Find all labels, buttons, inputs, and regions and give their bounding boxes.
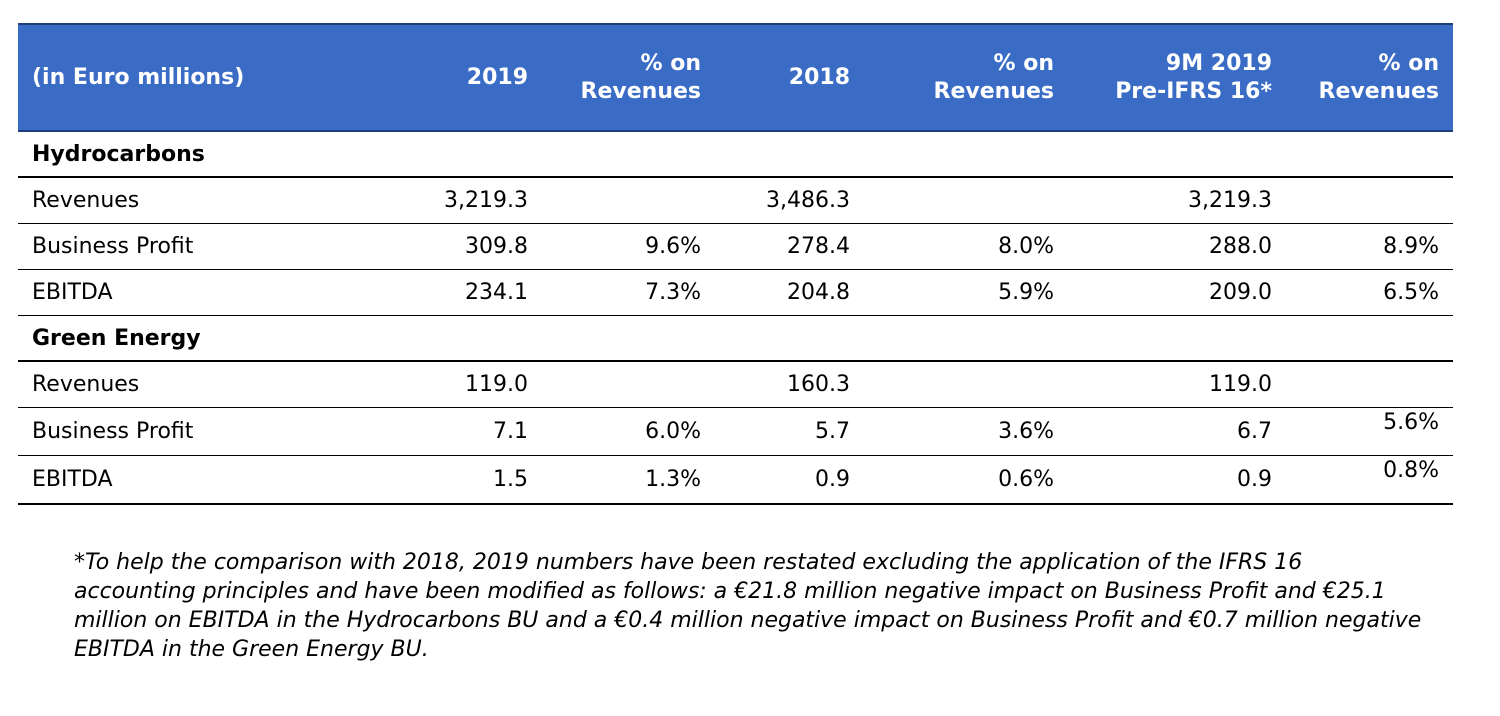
value-2018: 278.4: [715, 223, 864, 270]
value-9m: 288.0: [1068, 223, 1286, 270]
value-9m: 3,219.3: [1068, 177, 1286, 224]
pct-9m: [1286, 361, 1453, 408]
section-title: Hydrocarbons: [18, 131, 1453, 178]
row-label: Revenues: [18, 177, 361, 224]
table-header-row: (in Euro millions) 2019 % on Revenues 201…: [18, 23, 1453, 132]
value-2018: 160.3: [715, 361, 864, 408]
header-9m-2019-pre-ifrs16: 9M 2019 Pre-IFRS 16*: [1068, 23, 1286, 132]
table-row: EBITDA 234.1 7.3% 204.8 5.9% 209.0 6.5%: [18, 269, 1453, 316]
pct-2018: 3.6%: [864, 407, 1068, 456]
header-pct-9m: % on Revenues: [1286, 23, 1453, 132]
financial-table: (in Euro millions) 2019 % on Revenues 201…: [18, 23, 1453, 505]
pct-2018: [864, 177, 1068, 224]
pct-9m: [1286, 177, 1453, 224]
pct-2018: 0.6%: [864, 455, 1068, 505]
value-2019: 3,219.3: [361, 177, 542, 224]
pct-2018: 8.0%: [864, 223, 1068, 270]
section-row-green-energy: Green Energy: [18, 315, 1453, 362]
header-pct-2019: % on Revenues: [542, 23, 715, 132]
row-label: Business Profit: [18, 407, 361, 456]
row-label: Revenues: [18, 361, 361, 408]
section-row-hydrocarbons: Hydrocarbons: [18, 131, 1453, 178]
pct-2019: 7.3%: [542, 269, 715, 316]
table-row: Business Profit 309.8 9.6% 278.4 8.0% 28…: [18, 223, 1453, 270]
value-9m: 0.9: [1068, 455, 1286, 505]
footnote: *To help the comparison with 2018, 2019 …: [74, 550, 1422, 662]
value-2019: 1.5: [361, 455, 542, 505]
header-2018: 2018: [715, 23, 864, 132]
pct-2019: 1.3%: [542, 455, 715, 505]
table-row: Revenues 119.0 160.3 119.0: [18, 361, 1453, 408]
pct-9m: 5.6%: [1286, 407, 1453, 456]
pct-2019: 9.6%: [542, 223, 715, 270]
value-2019: 119.0: [361, 361, 542, 408]
pct-2019: 6.0%: [542, 407, 715, 456]
value-2019: 309.8: [361, 223, 542, 270]
table-row: EBITDA 1.5 1.3% 0.9 0.6% 0.9 0.8%: [18, 455, 1453, 505]
table-row: Business Profit 7.1 6.0% 5.7 3.6% 6.7 5.…: [18, 407, 1453, 456]
value-2019: 7.1: [361, 407, 542, 456]
value-9m: 209.0: [1068, 269, 1286, 316]
row-label: EBITDA: [18, 455, 361, 505]
value-2018: 3,486.3: [715, 177, 864, 224]
value-2018: 0.9: [715, 455, 864, 505]
pct-9m: 8.9%: [1286, 223, 1453, 270]
pct-2019: [542, 177, 715, 224]
pct-2018: [864, 361, 1068, 408]
value-2019: 234.1: [361, 269, 542, 316]
pct-2018: 5.9%: [864, 269, 1068, 316]
row-label: EBITDA: [18, 269, 361, 316]
row-label: Business Profit: [18, 223, 361, 270]
value-2018: 5.7: [715, 407, 864, 456]
pct-9m: 6.5%: [1286, 269, 1453, 316]
pct-2019: [542, 361, 715, 408]
header-2019: 2019: [361, 23, 542, 132]
value-9m: 6.7: [1068, 407, 1286, 456]
value-9m: 119.0: [1068, 361, 1286, 408]
header-pct-2018: % on Revenues: [864, 23, 1068, 132]
value-2018: 204.8: [715, 269, 864, 316]
header-units-label: (in Euro millions): [18, 23, 361, 132]
pct-9m: 0.8%: [1286, 455, 1453, 505]
table-row: Revenues 3,219.3 3,486.3 3,219.3: [18, 177, 1453, 224]
section-title: Green Energy: [18, 315, 1453, 362]
